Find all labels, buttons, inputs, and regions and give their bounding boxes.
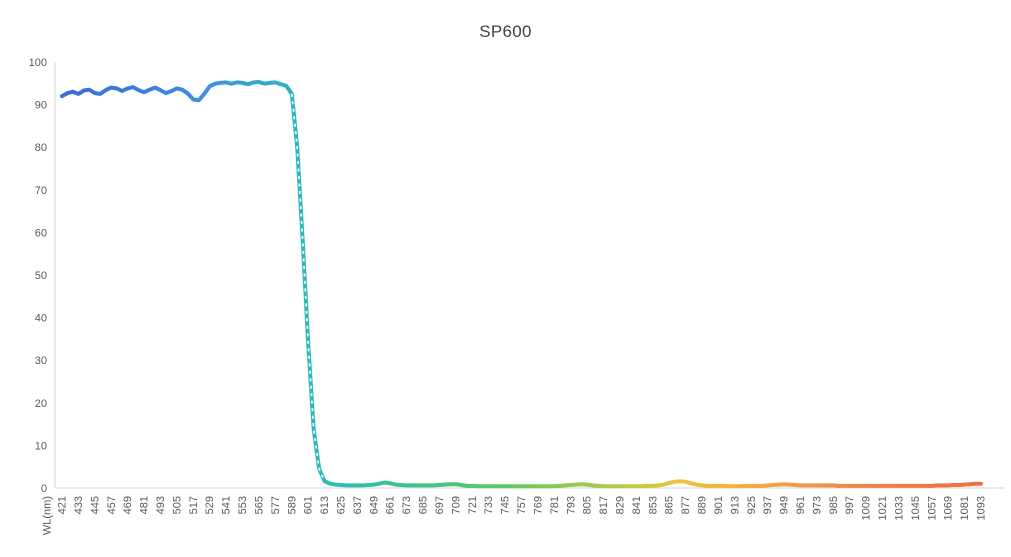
x-axis-tick-label: 817	[598, 496, 610, 514]
y-axis-tick-label: 80	[35, 142, 47, 154]
x-axis-tick-label: 589	[286, 496, 298, 514]
x-axis-tick-label: 901	[713, 496, 725, 514]
x-axis-tick-label: 709	[450, 496, 462, 514]
x-axis-tick-label: 973	[811, 496, 823, 514]
series-line	[60, 80, 983, 489]
y-axis-tick-label: 100	[29, 57, 47, 69]
y-axis-tick-label: 30	[35, 355, 47, 367]
x-axis-tick-label: 673	[401, 496, 413, 514]
x-axis-tick-label: 601	[303, 496, 315, 514]
x-axis-tick-label: 433	[73, 496, 85, 514]
y-axis-tick-label: 40	[35, 313, 47, 325]
y-axis-tick-label: 60	[35, 227, 47, 239]
y-axis-tick-label: 10	[35, 440, 47, 452]
x-axis-tick-label: 865	[664, 496, 676, 514]
x-axis-tick-label: 985	[828, 496, 840, 514]
x-axis-tick-label: 1033	[893, 496, 905, 520]
y-axis-tick-label: 90	[35, 100, 47, 112]
x-axis-tick-label: 685	[418, 496, 430, 514]
x-axis-tick-label: 937	[762, 496, 774, 514]
x-axis-tick-label: 781	[549, 496, 561, 514]
series-line-steep-hatch	[290, 93, 326, 482]
x-axis-tick-label: 745	[500, 496, 512, 514]
chart-title: SP600	[479, 22, 532, 41]
x-axis-tick-label: 769	[532, 496, 544, 514]
x-axis-tick-label: 1069	[943, 496, 955, 520]
x-axis-tick-label: 1045	[910, 496, 922, 520]
x-axis-tick-label: 1009	[861, 496, 873, 520]
x-axis-tick-label: 529	[204, 496, 216, 514]
x-axis-tick-label: 613	[319, 496, 331, 514]
x-axis-tick-label: 721	[467, 496, 479, 514]
x-axis-tick-label: 997	[844, 496, 856, 514]
x-axis-tick-label: 517	[188, 496, 200, 514]
y-axis-tick-label: 0	[41, 483, 47, 495]
x-axis-title: WL(nm)	[42, 496, 54, 535]
x-axis-tick-label: 637	[352, 496, 364, 514]
x-axis-tick-label: 661	[385, 496, 397, 514]
x-axis-tick-label: 829	[614, 496, 626, 514]
x-axis-tick-label: 421	[57, 496, 69, 514]
x-axis-tick-label: 949	[779, 496, 791, 514]
x-axis-tick-label: 733	[483, 496, 495, 514]
x-axis-tick-label: 805	[582, 496, 594, 514]
x-axis-tick-label: 1021	[877, 496, 889, 520]
x-axis-tick-label: 793	[565, 496, 577, 514]
x-axis-tick-label: 925	[746, 496, 758, 514]
y-axis-tick-label: 20	[35, 398, 47, 410]
x-axis-tick-label: 853	[647, 496, 659, 514]
x-axis-tick-label: 889	[697, 496, 709, 514]
y-axis-tick-label: 50	[35, 270, 47, 282]
x-axis-tick-label: 445	[89, 496, 101, 514]
x-axis-tick-label: 1081	[959, 496, 971, 520]
x-axis-tick-label: 649	[368, 496, 380, 514]
x-axis-tick-label: 469	[122, 496, 134, 514]
x-axis-tick-label: 457	[106, 496, 118, 514]
x-axis-tick-label: 565	[253, 496, 265, 514]
x-axis-tick-label: 877	[680, 496, 692, 514]
x-axis-tick-label: 481	[139, 496, 151, 514]
x-axis-tick-label: 841	[631, 496, 643, 514]
y-axis-tick-label: 70	[35, 185, 47, 197]
x-axis-tick-label: 541	[221, 496, 233, 514]
x-axis-tick-label: 913	[729, 496, 741, 514]
x-axis-tick-label: 625	[336, 496, 348, 514]
x-axis-tick-label: 757	[516, 496, 528, 514]
x-axis-tick-label: 1093	[976, 496, 988, 520]
x-axis-tick-label: 577	[270, 496, 282, 514]
x-axis-tick-label: 493	[155, 496, 167, 514]
x-axis-tick-label: 961	[795, 496, 807, 514]
x-axis-tick-label: 553	[237, 496, 249, 514]
x-axis-tick-label: 697	[434, 496, 446, 514]
x-axis-tick-label: 1057	[926, 496, 938, 520]
x-axis-tick-label: 505	[171, 496, 183, 514]
